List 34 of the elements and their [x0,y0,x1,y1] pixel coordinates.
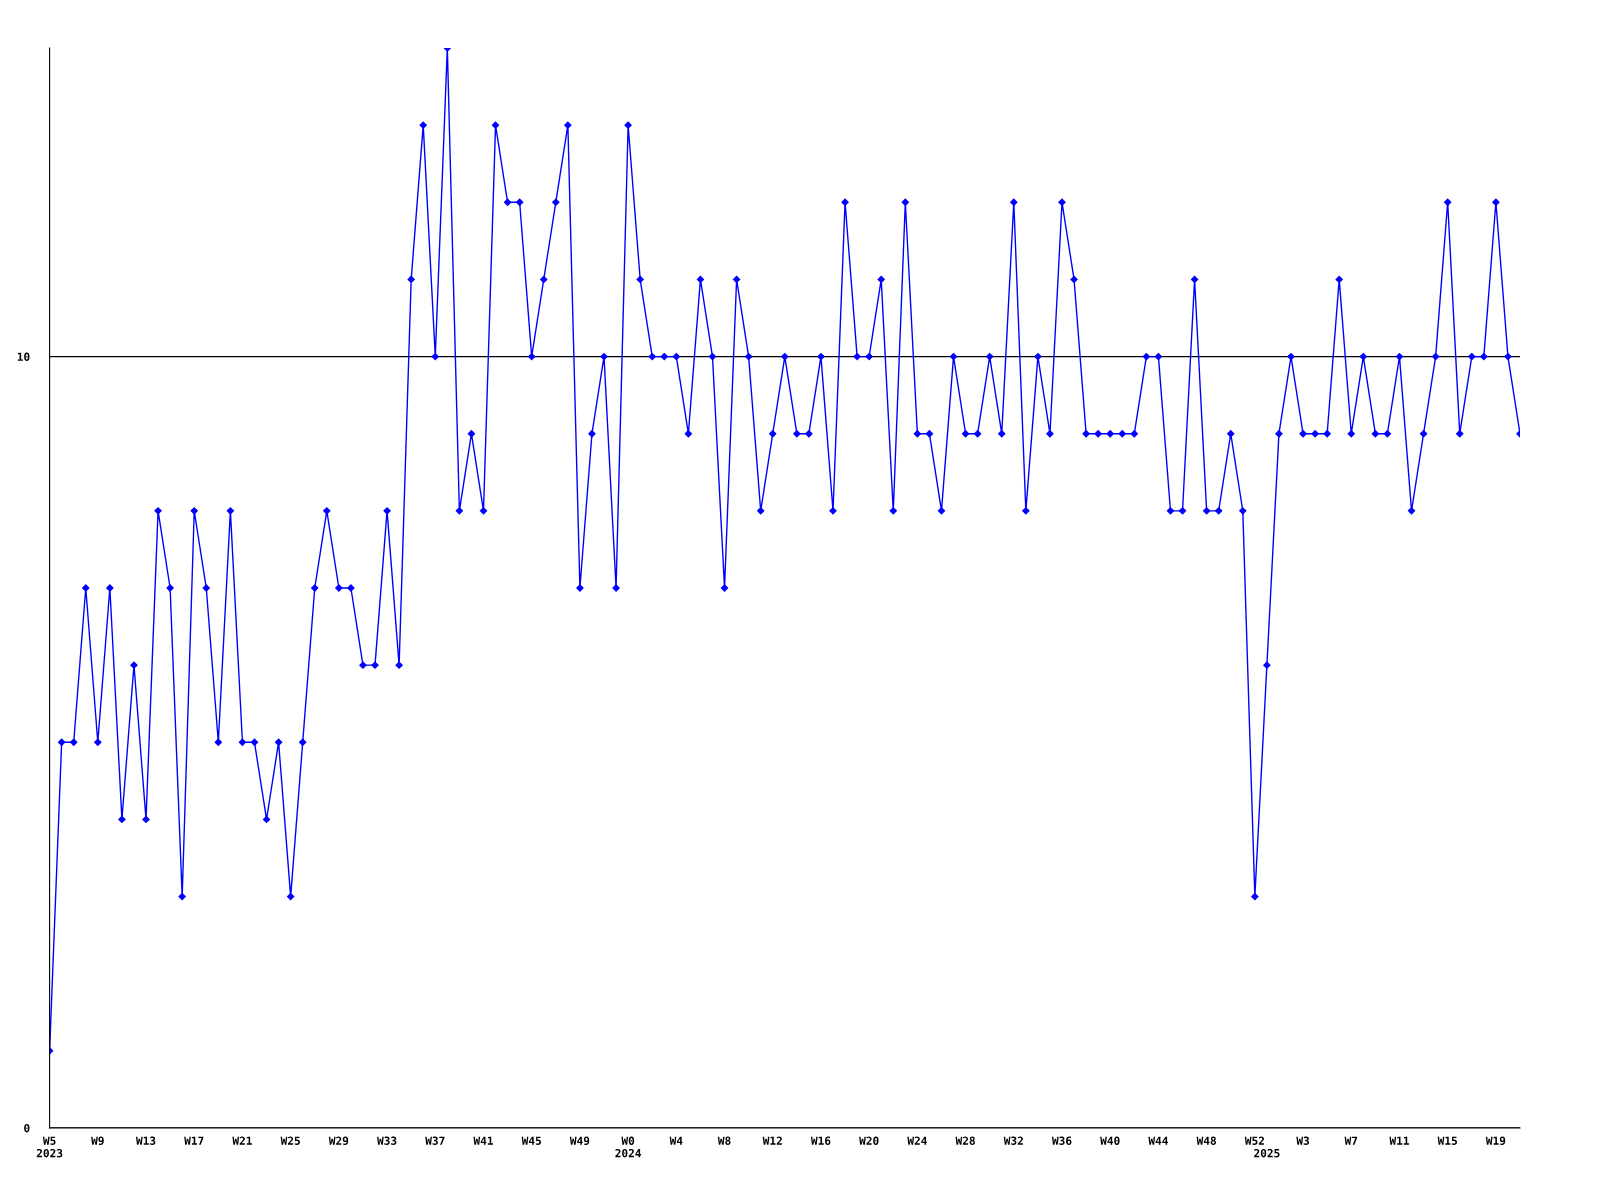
y-tick-label: 10 [17,352,30,361]
x-tick-label: W5 2023 [36,1136,63,1158]
x-tick-label: W40 [1100,1136,1120,1145]
x-tick-label: W20 [859,1136,879,1145]
x-tick-label: W7 [1344,1136,1358,1145]
x-tick-label: W17 [184,1136,204,1145]
x-tick-label: W33 [377,1136,397,1145]
x-tick-label: W29 [328,1136,349,1145]
x-tick-label: W9 [91,1136,104,1145]
x-tick-label: W8 [717,1136,731,1145]
x-tick-label: W3 [1296,1136,1310,1145]
x-tick-label: 2025 [1254,1148,1280,1158]
x-tick-label: W41 [473,1136,493,1145]
x-tick-label: W0 2024 [615,1136,641,1158]
x-tick-label: W28 [955,1136,975,1145]
x-tick-label: W12 [762,1136,782,1145]
x-tick-label: W48 [1196,1136,1216,1145]
x-tick-label: W49 [569,1136,590,1145]
x-tick-label: W13 [135,1136,156,1145]
x-tick-label: W16 [810,1136,831,1145]
x-tick-label: W45 [521,1136,541,1145]
x-tick-label: W52 [1244,1136,1264,1145]
x-tick-label: W44 [1148,1136,1168,1145]
x-tick-label: W36 [1051,1136,1072,1145]
x-tick-label: W19 [1485,1136,1506,1145]
x-tick-label: W24 [907,1136,927,1145]
x-tick-label: W37 [425,1136,445,1145]
x-tick-label: W21 [232,1136,252,1145]
x-tick-label: W25 [280,1136,300,1145]
x-tick-label: W11 [1389,1136,1409,1145]
y-tick-label: 0 [24,1123,30,1133]
x-tick-label: W32 [1003,1136,1023,1145]
x-tick-label: W4 [669,1136,683,1145]
x-tick-label: W15 [1437,1136,1457,1145]
